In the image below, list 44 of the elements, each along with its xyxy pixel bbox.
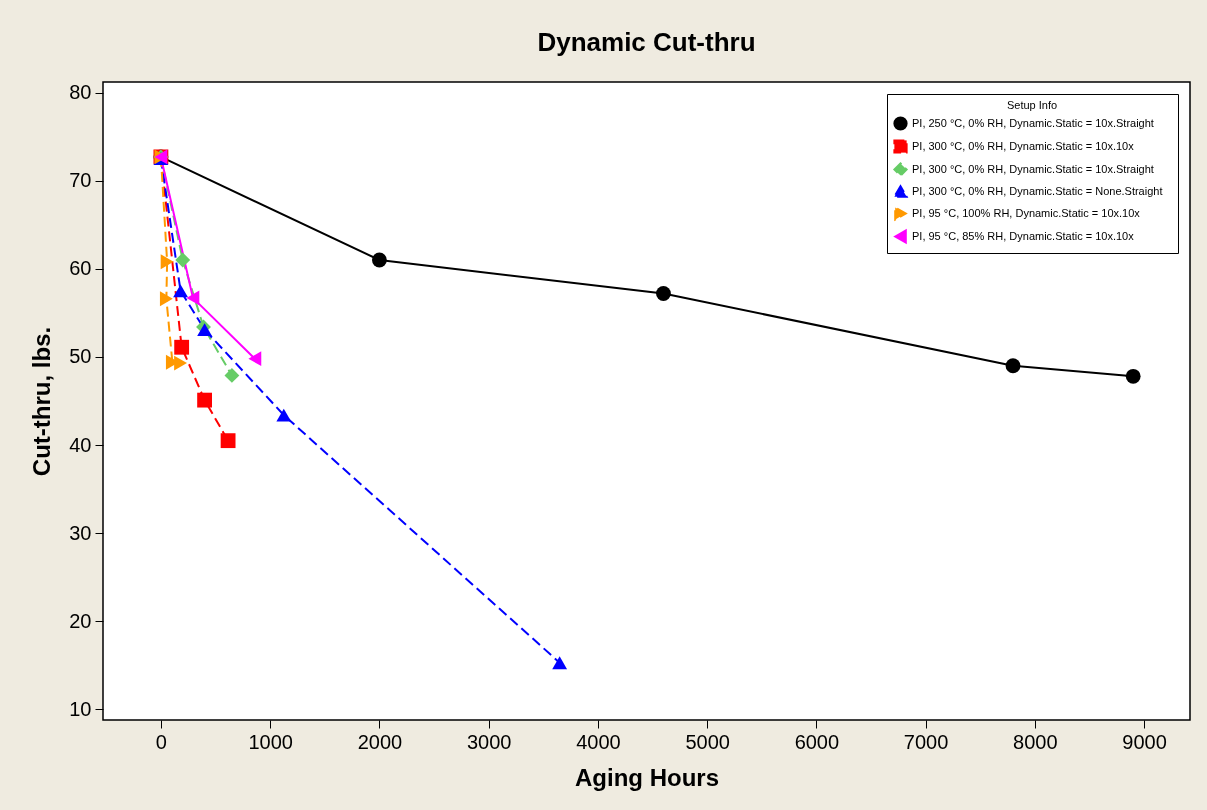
point: [1125, 368, 1141, 384]
y-tick-label: 40: [69, 433, 92, 456]
point: [224, 368, 240, 383]
legend-label: PI, 300 °C, 0% RH, Dynamic.Static = 10x.Straight: [912, 162, 1154, 175]
point: [276, 408, 292, 422]
point: [175, 252, 191, 268]
y-tick-label: 30: [69, 521, 92, 544]
point: [371, 252, 387, 268]
point: [173, 284, 188, 298]
legend-label: PI, 95 °C, 100% RH, Dynamic.Static = 10x.10x: [912, 206, 1141, 219]
x-tick-label: 4000: [576, 730, 621, 753]
point: [552, 656, 568, 670]
x-tick-label: 9000: [1122, 730, 1167, 753]
x-tick-label: 5000: [685, 730, 730, 753]
legend-label: PI, 95 °C, 85% RH, Dynamic.Static = 10x.10x: [912, 229, 1135, 242]
point: [159, 291, 173, 307]
chart-title: Dynamic Cut-thru: [537, 27, 756, 57]
point: [656, 286, 671, 301]
x-tick-label: 1000: [248, 730, 293, 753]
x-tick-label: 7000: [903, 730, 949, 753]
point: [160, 254, 174, 270]
legend-label: PI, 300 °C, 0% RH, Dynamic.Static = None.Straight: [912, 184, 1163, 197]
legend-title: Setup Info: [1006, 99, 1058, 111]
x-tick-label: 6000: [794, 730, 840, 753]
legend-label: PI, 300 °C, 0% RH, Dynamic.Static = 10x.10x: [912, 139, 1135, 152]
legend-label: PI, 250 °C, 0% RH, Dynamic.Static = 10x.Straight: [912, 116, 1154, 129]
x-tick-label: 2000: [357, 730, 403, 753]
y-tick-label: 80: [69, 81, 92, 104]
point: [174, 339, 190, 355]
x-tick-label: 8000: [1013, 730, 1058, 753]
y-tick-label: 70: [69, 169, 92, 192]
point: [1005, 358, 1021, 374]
x-axis-title: Aging Hours: [575, 763, 719, 791]
x-tick-label: 3000: [466, 730, 512, 753]
point: [174, 355, 187, 371]
y-axis-title: Cut-thru, lbs.: [28, 326, 56, 477]
point: [197, 392, 213, 408]
point: [197, 323, 213, 337]
y-tick-label: 60: [69, 257, 92, 280]
y-tick-label: 10: [69, 697, 92, 720]
y-tick-label: 50: [69, 345, 92, 368]
y-tick-label: 20: [69, 609, 92, 632]
point: [220, 433, 236, 449]
x-tick-label: 0: [155, 730, 167, 753]
